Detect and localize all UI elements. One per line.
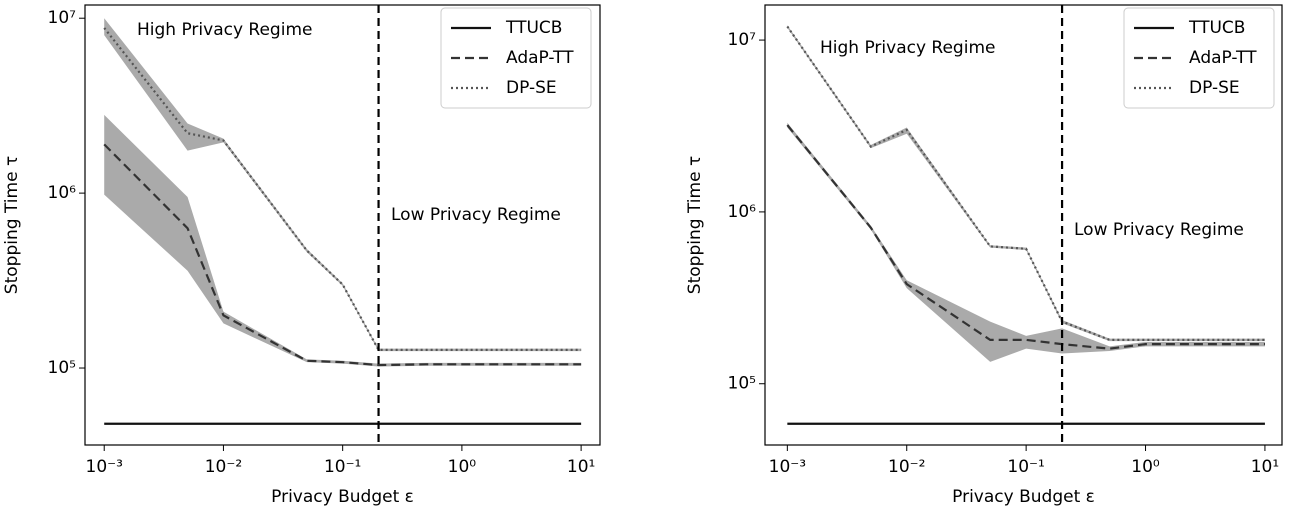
y-tick-label: 10⁶ xyxy=(728,202,757,222)
legend-label: TTUCB xyxy=(1188,18,1245,38)
plot-frame xyxy=(84,4,601,446)
y-axis-label: Stopping Time τ xyxy=(685,156,705,294)
annotation: Low Privacy Regime xyxy=(1074,220,1244,240)
x-tick-label: 10⁻³ xyxy=(86,457,123,477)
confidence-band xyxy=(787,122,1265,362)
x-tick-label: 10⁻¹ xyxy=(1007,457,1044,477)
x-tick-label: 10¹ xyxy=(567,457,595,477)
x-axis-label: Privacy Budget ε xyxy=(952,487,1095,507)
legend-label: DP-SE xyxy=(506,78,557,98)
legend-box xyxy=(440,7,592,109)
y-tick-label: 10⁵ xyxy=(48,358,76,378)
legend-label: DP-SE xyxy=(1189,78,1240,98)
series-line xyxy=(786,124,1265,350)
x-tick-label: 10¹ xyxy=(1251,457,1279,477)
plot-frame xyxy=(764,4,1283,446)
x-tick-label: 10⁰ xyxy=(448,457,477,477)
x-tick-label: 10⁻¹ xyxy=(324,457,361,477)
panel: 10⁻³ 10⁻² 10⁻¹ 10⁰ 10¹ 10⁵ 10⁶ 10⁷ Privacy Budge… xyxy=(2,4,601,507)
legend-box xyxy=(1123,7,1275,109)
x-tick-label: 10⁻³ xyxy=(769,457,806,477)
legend-label: AdaP-TT xyxy=(506,48,574,68)
confidence-band xyxy=(104,18,582,352)
x-axis-label: Privacy Budget ε xyxy=(271,487,414,507)
y-tick-label: 10⁵ xyxy=(728,374,756,394)
annotation: Low Privacy Regime xyxy=(391,205,561,225)
legend-label: AdaP-TT xyxy=(1189,48,1257,68)
legend-label: TTUCB xyxy=(505,18,562,38)
series-line xyxy=(103,27,582,351)
x-tick-label: 10⁻² xyxy=(205,457,242,477)
series-line xyxy=(103,143,582,367)
confidence-band xyxy=(104,114,582,367)
y-tick-label: 10⁷ xyxy=(48,8,77,28)
panel: 10⁻³ 10⁻² 10⁻¹ 10⁰ 10¹ 10⁵ 10⁶ 10⁷ Privacy Budge… xyxy=(685,4,1283,507)
annotation: High Privacy Regime xyxy=(137,20,312,40)
y-tick-label: 10⁶ xyxy=(48,183,77,203)
series-line xyxy=(786,25,1265,341)
x-tick-label: 10⁻² xyxy=(888,457,925,477)
x-tick-label: 10⁰ xyxy=(1131,457,1160,477)
annotation: High Privacy Regime xyxy=(820,38,995,58)
y-axis-label: Stopping Time τ xyxy=(2,156,22,294)
y-tick-label: 10⁷ xyxy=(728,30,757,50)
